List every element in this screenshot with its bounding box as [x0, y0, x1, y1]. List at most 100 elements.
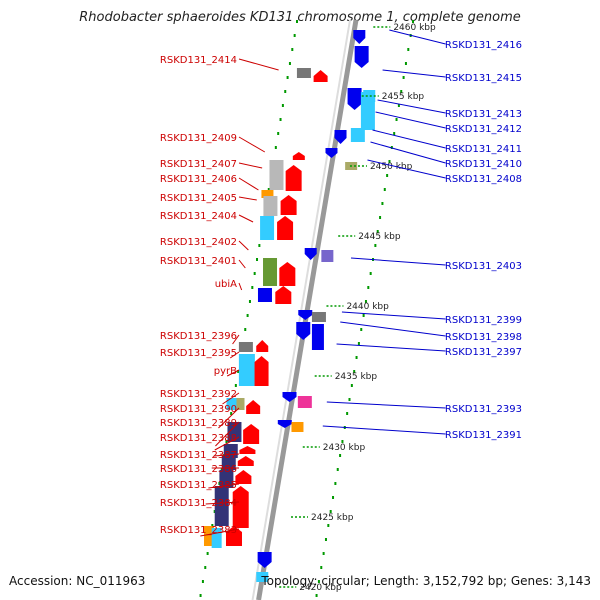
scale-tick [201, 580, 204, 583]
scale-label: 2440 kbp [346, 302, 389, 312]
gene-box [236, 398, 245, 410]
scale-tick [225, 440, 228, 443]
gene-box [291, 422, 304, 432]
scale-tick [348, 398, 351, 401]
leader-line-right [336, 343, 446, 352]
leader-line-right [350, 257, 446, 266]
leader-line-left [208, 483, 240, 489]
gene-arrow-reverse [347, 88, 362, 110]
gene-label-right: RSKD131_2398 [445, 332, 522, 343]
scale-tick [317, 580, 320, 583]
accession-text: Accession: NC_011963 [9, 574, 146, 588]
leader-line-left [213, 453, 240, 457]
scale-tick [256, 258, 259, 261]
leader-line-right [389, 29, 446, 45]
map-title: Rhodobacter sphaeroides KD131 chromosome… [79, 10, 521, 25]
gene-label-left: pyrB [214, 366, 237, 377]
leader-line-left [238, 177, 259, 191]
scale-tick [322, 552, 325, 555]
leader-line-right [341, 311, 446, 320]
scale-tick [244, 328, 247, 331]
gene-arrow-forward [246, 400, 261, 414]
gene-arrow-forward [232, 486, 249, 528]
gene-arrow-forward [239, 446, 256, 454]
gene-label-right: RSKD131_2415 [445, 73, 522, 84]
gene-box [226, 398, 239, 410]
scale-label: 2430 kbp [323, 443, 366, 453]
scale-tick [220, 468, 223, 471]
scale-tick [400, 90, 403, 93]
scale-tick [332, 496, 335, 499]
leader-line-left [229, 351, 240, 359]
gene-arrow-forward [235, 470, 252, 484]
leader-line-left [238, 196, 257, 201]
leader-line-left [218, 407, 240, 429]
scale-tick [267, 188, 270, 191]
scale-tick [248, 300, 251, 303]
scale-tick [393, 132, 396, 135]
gene-label-left: ubiA [215, 279, 237, 290]
leader-line-left [205, 501, 240, 505]
leader-line-left [238, 162, 263, 169]
gene-label-left: RSKD131_2386 [160, 464, 237, 475]
gene-box [214, 486, 229, 526]
label-leader-lines [200, 29, 446, 537]
leader-line-right [382, 69, 446, 78]
gene-arrow-forward [313, 70, 328, 82]
scale-tick [237, 370, 240, 373]
leader-line-left [215, 421, 240, 447]
scale-tick [364, 300, 367, 303]
gene-arrow-reverse [298, 310, 313, 320]
gene-box [350, 128, 365, 142]
scale-tick [341, 440, 344, 443]
leader-line-right [377, 99, 446, 114]
leader-line-left [238, 259, 246, 269]
leader-line-left [238, 240, 249, 251]
gene-box [238, 354, 255, 386]
scale-label: 2460 kbp [393, 23, 436, 33]
leader-line-left [232, 334, 240, 345]
gene-label-left: RSKD131_2384 [160, 498, 237, 509]
scale-label: 2450 kbp [370, 162, 413, 172]
gene-arrow-reverse [354, 46, 369, 68]
scale-tick [324, 538, 327, 541]
scale-tick [211, 524, 214, 527]
gene-arrow-forward [292, 152, 305, 160]
scale-tick [395, 118, 398, 121]
scale-tick [286, 76, 289, 79]
scale-tick [327, 524, 330, 527]
scale-tick [258, 244, 261, 247]
gene-label-left: RSKD131_2389 [160, 418, 237, 429]
scale-tick [367, 286, 370, 289]
gene-features [203, 30, 376, 582]
scale-tick [379, 216, 382, 219]
gene-box [297, 396, 312, 408]
gene-label-left: RSKD131_2395 [160, 348, 237, 359]
gene-label-left: RSKD131_2392 [160, 389, 237, 400]
scale-tick [404, 62, 407, 65]
gene-arrow-forward [254, 356, 269, 386]
scale-label: 2425 kbp [311, 513, 354, 523]
scale-label: 2455 kbp [382, 92, 425, 102]
gene-label-left: RSKD131_2401 [160, 256, 237, 267]
scale-tick [402, 76, 405, 79]
gene-label-left: RSKD131_2409 [160, 133, 237, 144]
gene-arrow-forward [275, 286, 292, 304]
leader-line-left [238, 58, 279, 71]
gene-label-left: RSKD131_2385 [160, 480, 237, 491]
scale-label: 2435 kbp [335, 372, 378, 382]
gene-label-left: RSKD131_2405 [160, 193, 237, 204]
scale-tick [355, 356, 358, 359]
gene-arrow-forward [243, 424, 260, 444]
gene-label-right: RSKD131_2410 [445, 159, 522, 170]
scale-tick [234, 384, 237, 387]
gene-label-left: RSKD131_2383 [160, 525, 237, 536]
leader-line-right [367, 159, 446, 179]
scale-tick [230, 412, 233, 415]
leader-line-left [200, 528, 240, 537]
gene-arrow-reverse [353, 30, 366, 44]
gene-label-right: RSKD131_2416 [445, 40, 522, 51]
gene-label-left: RSKD131_2414 [160, 55, 237, 66]
scale-tick [334, 482, 337, 485]
